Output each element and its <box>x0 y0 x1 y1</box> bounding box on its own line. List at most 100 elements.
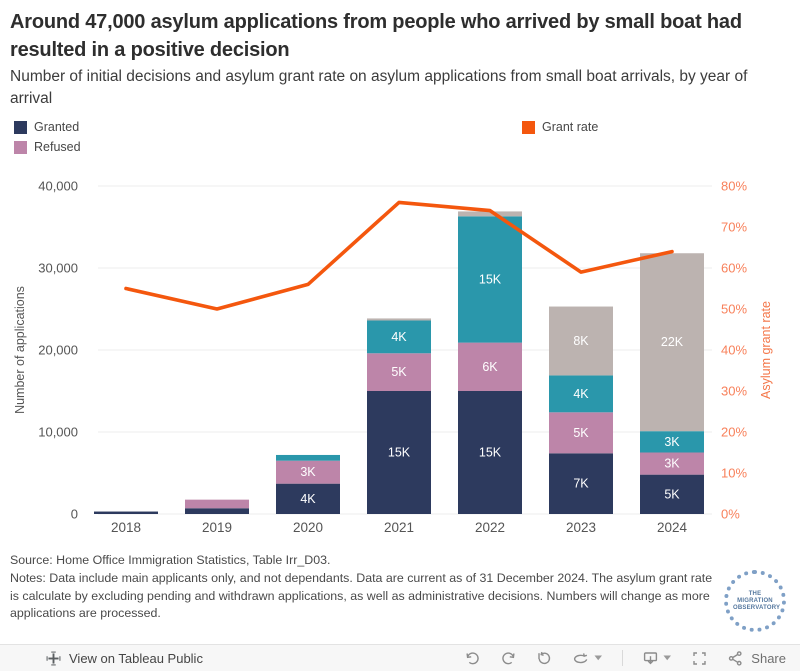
granted-swatch <box>14 120 27 134</box>
legend-item-granted[interactable]: Granted <box>14 120 79 134</box>
x-axis-tick-label: 2021 <box>384 520 414 535</box>
x-axis-tick-label: 2022 <box>475 520 505 535</box>
x-axis-tick-label: 2023 <box>566 520 596 535</box>
bar-segment-Refused-2021[interactable] <box>367 353 431 391</box>
bar-segment-Refused-2019[interactable] <box>185 499 249 509</box>
bar-segment-Granted-2021[interactable] <box>367 391 431 514</box>
source-text: Source: Home Office Immigration Statisti… <box>10 553 331 567</box>
redo-button[interactable] <box>500 650 517 667</box>
undo-button[interactable] <box>464 650 481 667</box>
bar-segment-label: 3K <box>664 457 680 471</box>
x-axis-tick-label: 2019 <box>202 520 232 535</box>
reset-button[interactable] <box>536 650 553 667</box>
left-axis-title: Number of applications <box>13 286 27 414</box>
bar-segment-Refused-2023[interactable] <box>549 412 613 454</box>
left-axis-tick-label: 30,000 <box>38 261 78 276</box>
stacked-bar-line-chart[interactable]: 40,000 30,000 20,000 10,000 0 80% 70% 60% 50% 40%… <box>0 170 800 554</box>
bar-segment-teal-unlabelled-2023[interactable] <box>549 375 613 413</box>
bar-segment-grey-unlabelled-2024[interactable] <box>640 253 704 432</box>
right-axis-tick-label: 50% <box>721 302 747 317</box>
bar-segment-label: 5K <box>664 487 680 501</box>
bar-segment-label: 5K <box>391 365 407 379</box>
x-axis-tick-label: 2018 <box>111 520 141 535</box>
bar-segment-Granted-2020[interactable] <box>276 483 340 514</box>
view-on-tableau-public-link[interactable]: View on Tableau Public <box>46 651 203 666</box>
download-icon <box>644 651 658 664</box>
redo-icon <box>502 651 515 664</box>
left-axis-tick-label: 40,000 <box>38 179 78 194</box>
bar-segment-label: 8K <box>573 334 589 348</box>
legend-label-granted: Granted <box>34 120 80 134</box>
page-title: Around 47,000 asylum applications from p… <box>10 11 742 61</box>
bar-segment-label: 15K <box>388 446 411 460</box>
bar-segment-label: 7K <box>573 477 589 491</box>
legend-label-refused: Refused <box>34 140 81 154</box>
notes-text: Notes: Data include main applicants only… <box>10 571 713 620</box>
share-button[interactable]: Share <box>727 650 786 667</box>
bar-segment-label: 4K <box>573 387 589 401</box>
grant-rate-swatch <box>522 120 535 134</box>
bar-segment-teal-unlabelled-2022[interactable] <box>458 216 522 343</box>
right-axis-tick-label: 20% <box>721 425 747 440</box>
bar-segment-label: 3K <box>300 465 316 479</box>
right-axis-tick-label: 80% <box>721 179 747 194</box>
bar-segment-label: 4K <box>391 330 407 344</box>
view-on-tableau-public-label: View on Tableau Public <box>69 650 203 666</box>
right-axis-title: Asylum grant rate <box>759 301 773 399</box>
right-axis-tick-label: 60% <box>721 261 747 276</box>
bar-segment-Refused-2024[interactable] <box>640 452 704 475</box>
bar-segment-label: 4K <box>300 492 316 506</box>
bar-segment-Granted-2023[interactable] <box>549 453 613 514</box>
page-subtitle: Number of initial decisions and asylum g… <box>10 68 748 107</box>
bar-segment-Granted-2024[interactable] <box>640 474 704 514</box>
bar-segment-grey-unlabelled-2023[interactable] <box>549 306 613 376</box>
download-button[interactable] <box>642 650 672 667</box>
right-axis-tick-label: 40% <box>721 343 747 358</box>
bar-segment-teal-unlabelled-2021[interactable] <box>367 320 431 354</box>
bar-segment-Refused-2020[interactable] <box>276 460 340 484</box>
right-axis-tick-label: 10% <box>721 466 747 481</box>
legend-item-refused[interactable]: Refused <box>14 140 81 154</box>
download-dropdown-caret-icon <box>663 655 672 661</box>
x-axis-tick-label: 2024 <box>657 520 688 535</box>
bar-segment-label: 22K <box>661 335 684 349</box>
bar-segment-teal-unlabelled-2020[interactable] <box>276 454 340 461</box>
bar-segment-Refused-2022[interactable] <box>458 342 522 391</box>
tableau-logo-icon <box>46 651 61 665</box>
migration-observatory-logo: THE MIGRATION OBSERVATORY <box>724 570 786 632</box>
bar-segment-label: 15K <box>479 446 502 460</box>
bar-segment-grey-unlabelled-2022[interactable] <box>458 211 522 217</box>
share-icon <box>729 650 742 666</box>
bar-segment-label: 15K <box>479 272 502 286</box>
bar-segment-label: 6K <box>482 360 498 374</box>
bar-segment-grey-unlabelled-2021[interactable] <box>367 318 431 321</box>
bar-segment-Granted-2018[interactable] <box>94 511 158 514</box>
right-axis-tick-label: 30% <box>721 384 747 399</box>
bar-segment-Granted-2019[interactable] <box>185 508 249 514</box>
refresh-dropdown-caret-icon <box>594 655 603 661</box>
left-axis-tick-label: 10,000 <box>38 425 78 440</box>
right-axis-tick-label: 70% <box>721 220 747 235</box>
x-axis-tick-label: 2020 <box>293 520 323 535</box>
right-axis-tick-label: 0% <box>721 507 740 522</box>
left-axis-tick-label: 0 <box>71 507 78 522</box>
toolbar-separator <box>622 650 624 666</box>
left-axis-tick-label: 20,000 <box>38 343 78 358</box>
refused-swatch <box>14 140 27 154</box>
tableau-toolbar: View on Tableau Public <box>0 644 800 671</box>
fullscreen-icon <box>693 651 706 665</box>
reset-icon <box>538 651 551 664</box>
fullscreen-button[interactable] <box>691 650 708 667</box>
bar-segment-teal-unlabelled-2024[interactable] <box>640 431 704 453</box>
bar-segment-label: 3K <box>664 435 680 449</box>
bar-segment-Granted-2022[interactable] <box>458 391 522 514</box>
grant-rate-line[interactable] <box>124 200 674 311</box>
undo-icon <box>466 651 479 664</box>
bar-segment-label: 5K <box>573 426 589 440</box>
refresh-icon <box>574 652 588 663</box>
refresh-button[interactable] <box>572 650 603 667</box>
legend-label-grant-rate: Grant rate <box>542 120 599 134</box>
migration-observatory-logo-text: THE MIGRATION OBSERVATORY <box>733 590 781 611</box>
legend-item-grant-rate[interactable]: Grant rate <box>522 120 598 134</box>
